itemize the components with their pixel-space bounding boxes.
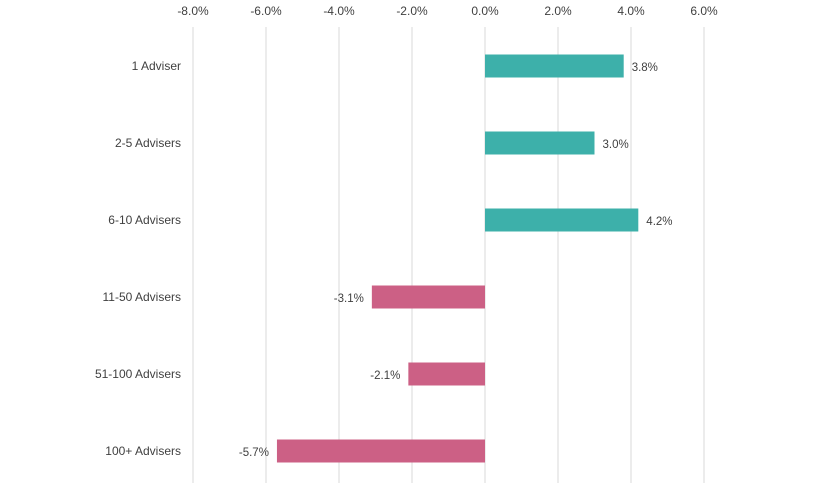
bar xyxy=(485,208,639,232)
bars xyxy=(276,54,639,463)
x-tick-label: -6.0% xyxy=(250,4,282,18)
data-label: 3.0% xyxy=(603,139,629,151)
x-tick-label: 0.0% xyxy=(471,4,499,18)
data-label: -3.1% xyxy=(334,293,364,305)
bar xyxy=(276,439,485,463)
category-label: 100+ Advisers xyxy=(105,444,181,458)
value-labels: 3.8% 3.0% 4.2% -3.1% -2.1% -5.7% xyxy=(239,62,673,459)
data-label: 3.8% xyxy=(632,62,658,74)
bar xyxy=(485,131,595,155)
x-tick-label: -2.0% xyxy=(396,4,428,18)
x-tick-label: 2.0% xyxy=(544,4,572,18)
category-label: 1 Adviser xyxy=(132,59,181,73)
bar xyxy=(408,362,485,386)
x-tick-label: 4.0% xyxy=(617,4,645,18)
gridlines xyxy=(192,27,705,483)
category-label: 11-50 Advisers xyxy=(103,290,182,304)
bar xyxy=(371,285,485,309)
category-label: 6-10 Advisers xyxy=(108,213,181,227)
x-tick-label: -8.0% xyxy=(177,4,209,18)
category-label: 2-5 Advisers xyxy=(115,136,181,150)
x-axis-tick-labels: -8.0% -6.0% -4.0% -2.0% 0.0% 2.0% 4.0% 6.0% xyxy=(177,4,718,18)
x-tick-label: 6.0% xyxy=(690,4,718,18)
bar xyxy=(485,54,624,78)
category-label: 51-100 Advisers xyxy=(95,367,181,381)
x-tick-label: -4.0% xyxy=(323,4,355,18)
data-label: 4.2% xyxy=(646,216,672,228)
data-label: -5.7% xyxy=(239,447,269,459)
data-label: -2.1% xyxy=(370,370,400,382)
category-labels: 1 Adviser 2-5 Advisers 6-10 Advisers 11-50 … xyxy=(95,59,181,458)
